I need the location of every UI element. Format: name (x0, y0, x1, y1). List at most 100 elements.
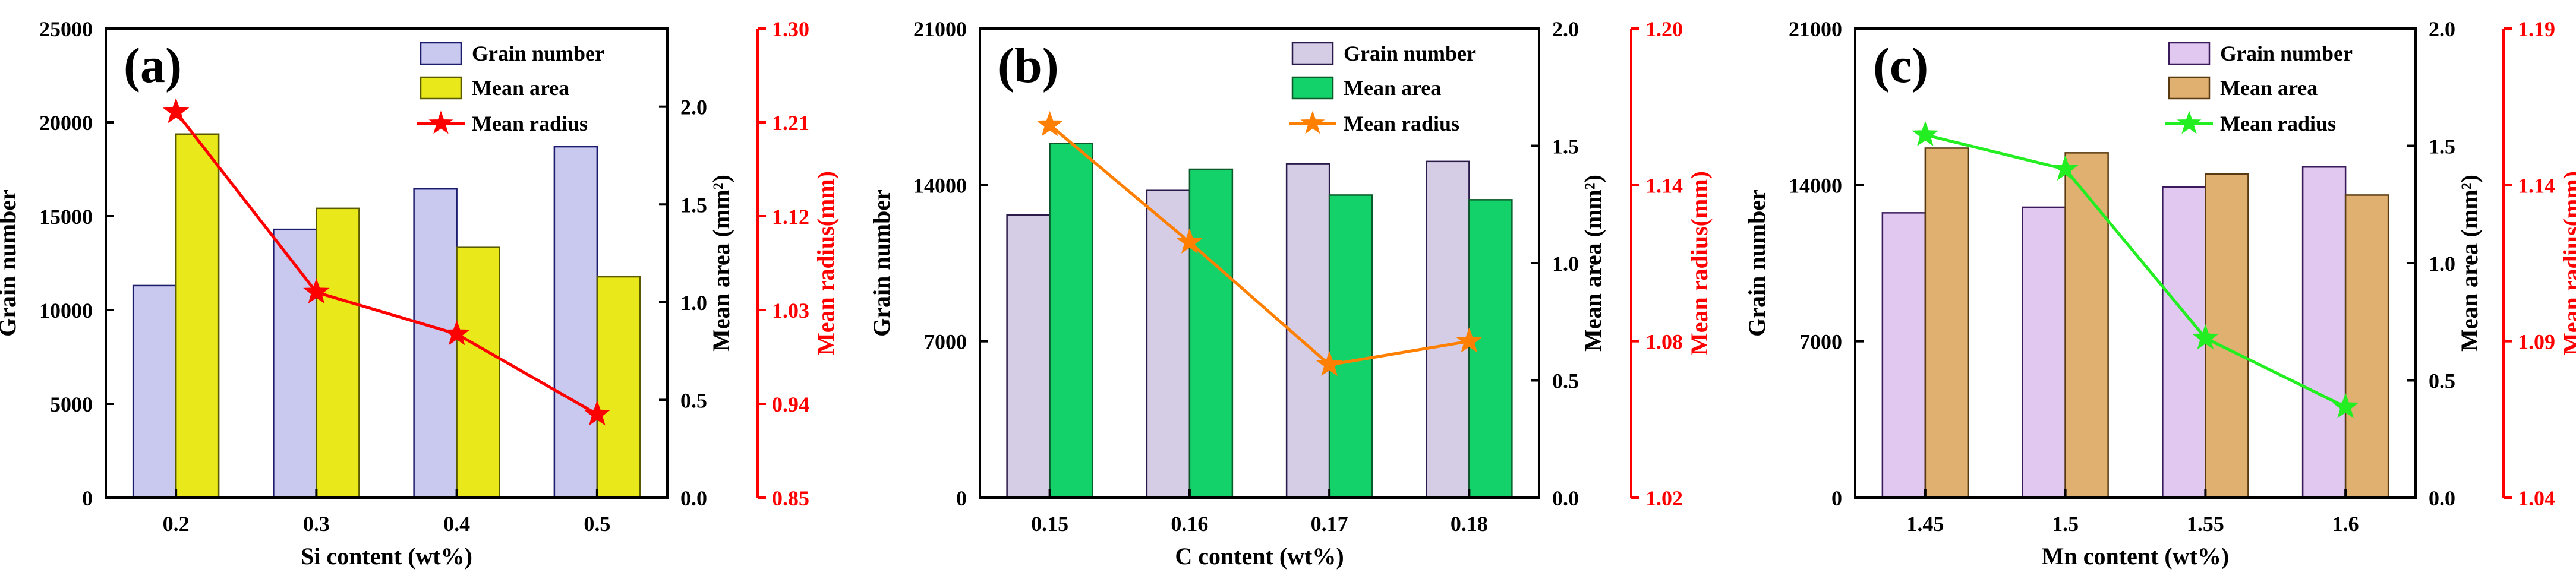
x-axis-tick-label: 1.6 (2332, 512, 2359, 536)
mean-radius-star-marker (443, 320, 470, 346)
grain-number-bar (2301, 166, 2347, 499)
mean-radius-axis-tick-label: 1.19 (2518, 17, 2555, 41)
mean-radius-axis-tick-label: 1.21 (772, 111, 809, 135)
panel-a: 0 5000 10000 15000 20000 25000 Grain number 0.0… (0, 17, 839, 570)
mean-area-axis-tick-label: 0.5 (680, 388, 707, 412)
mean-area-bar (2064, 152, 2109, 499)
legend-swatch-grain-number (1291, 42, 1334, 65)
x-axis-tick-label: 1.5 (2052, 512, 2079, 536)
mean-area-axis-tick-label: 2.0 (680, 96, 707, 119)
grain-number-bar (1426, 160, 1470, 499)
left-axis-tick-label: 10000 (39, 299, 93, 322)
legend-star-mean-radius (428, 110, 453, 134)
mean-area-bar (1049, 143, 1093, 499)
mean-radius-axis-tick-label: 1.02 (1645, 486, 1683, 510)
panel-label: (a) (124, 38, 182, 93)
grain-number-bar (2162, 186, 2206, 499)
grain-number-bar (1881, 212, 1927, 499)
legend-label-mean-area: Mean area (472, 76, 569, 100)
legend-star-mean-radius (1300, 110, 1325, 134)
mean-radius-axis-label: Mean radius(mm) (812, 171, 839, 355)
mean-radius-axis-tick-label: 1.12 (772, 205, 809, 229)
left-axis-tick-label: 0 (82, 486, 93, 510)
mean-area-bar (175, 133, 220, 499)
plot-frame (105, 27, 669, 499)
mean-radius-axis-tick-label: 1.04 (2518, 486, 2555, 510)
mean-area-bar (1468, 199, 1513, 499)
legend-swatch-mean-area (2168, 76, 2211, 100)
mean-radius-axis-tick-label: 1.30 (772, 17, 809, 41)
grain-number-bar (1285, 163, 1330, 499)
mean-area-axis-tick-label: 0.0 (680, 486, 707, 510)
left-axis-tick-label: 20000 (39, 111, 93, 135)
panel-b: 0 7000 14000 21000 Grain number 0.0 0.5 1.0 1.5 2… (868, 17, 1713, 570)
legend-label-grain-number: Grain number (1344, 42, 1476, 65)
legend-label-mean-radius: Mean radius (1344, 112, 1459, 135)
legend-label-mean-area: Mean area (2220, 76, 2318, 100)
left-axis-tick-label: 14000 (1789, 173, 1842, 197)
x-axis-tick-label: 0.16 (1171, 512, 1208, 536)
x-axis-tick-label: 0.3 (303, 512, 330, 536)
legend-swatch-mean-area (1291, 76, 1334, 100)
grain-number-bar (132, 284, 177, 499)
mean-area-axis-tick-label: 1.0 (680, 291, 707, 315)
left-axis-tick-label: 14000 (913, 173, 967, 197)
mean-radius-axis-tick-label: 0.85 (772, 486, 809, 510)
mean-area-axis-tick-label: 1.5 (680, 193, 707, 217)
legend-swatch-mean-area (420, 76, 462, 100)
mean-area-bar (596, 276, 641, 499)
mean-radius-star-marker (303, 278, 330, 304)
x-axis-label: Si content (wt%) (301, 543, 472, 570)
mean-radius-axis-label: Mean radius(mm) (2558, 171, 2576, 355)
mean-area-bar (1924, 147, 1969, 499)
x-axis-tick-label: 0.17 (1311, 512, 1348, 536)
mean-radius-axis-tick-label: 1.09 (2518, 330, 2555, 354)
mean-radius-star-marker (162, 97, 190, 124)
mean-radius-star-marker (584, 400, 611, 426)
left-axis-tick-label: 0 (1831, 486, 1842, 510)
mean-radius-axis-tick-label: 1.14 (2518, 173, 2555, 197)
legend-star-mean-radius (2177, 110, 2202, 134)
mean-area-axis-label: Mean area (mm²) (2456, 175, 2483, 352)
mean-area-axis-tick-label: 1.0 (1552, 252, 1579, 276)
mean-area-bar (456, 246, 500, 499)
mean-radius-line (175, 110, 598, 416)
mean-area-axis-tick-label: 1.5 (2429, 135, 2455, 159)
mean-radius-star-marker (1036, 110, 1063, 137)
x-axis-tick-label: 0.2 (163, 512, 190, 536)
grain-number-bar (273, 228, 317, 499)
x-axis-tick-label: 1.55 (2187, 512, 2224, 536)
mean-area-bar (1188, 168, 1234, 499)
mean-area-axis-tick-label: 2.0 (1552, 17, 1579, 41)
x-axis-label: C content (wt%) (1175, 543, 1344, 570)
x-axis-tick-label: 1.45 (1906, 512, 1944, 536)
panel-label: (c) (1873, 38, 1928, 93)
mean-radius-star-marker (2052, 155, 2079, 181)
mean-area-axis-tick-label: 2.0 (2429, 17, 2455, 41)
grain-number-bar (553, 146, 598, 499)
mean-radius-axis-label: Mean radius(mm) (1686, 171, 1713, 355)
mean-area-axis-tick-label: 0.0 (2429, 486, 2455, 510)
legend-label-grain-number: Grain number (472, 42, 604, 65)
left-axis-label: Grain number (0, 189, 21, 337)
left-axis-tick-label: 0 (956, 486, 967, 510)
x-axis-tick-label: 0.18 (1451, 512, 1488, 536)
mean-radius-axis-tick-label: 1.20 (1645, 17, 1683, 41)
grain-number-bar (1006, 214, 1051, 499)
mean-radius-axis-tick-label: 1.03 (772, 299, 809, 322)
x-axis-tick-label: 0.4 (443, 512, 470, 536)
left-axis-tick-label: 21000 (913, 17, 967, 41)
legend-label-grain-number: Grain number (2220, 42, 2353, 65)
x-axis-tick-label: 0.15 (1031, 512, 1068, 536)
panel-c: 0 7000 14000 21000 Grain number 0.0 0.5 1.0 1.5 2… (1743, 17, 2576, 570)
left-axis-tick-label: 7000 (924, 330, 967, 354)
mean-radius-star-marker (1316, 350, 1343, 377)
x-axis-label: Mn content (wt%) (2042, 543, 2230, 570)
mean-area-axis-tick-label: 0.0 (1552, 486, 1579, 510)
legend-label-mean-area: Mean area (1344, 76, 1441, 100)
mean-radius-star-marker (1176, 228, 1203, 254)
grain-number-bar (2022, 206, 2066, 499)
mean-radius-axis-tick-label: 1.08 (1645, 330, 1683, 354)
